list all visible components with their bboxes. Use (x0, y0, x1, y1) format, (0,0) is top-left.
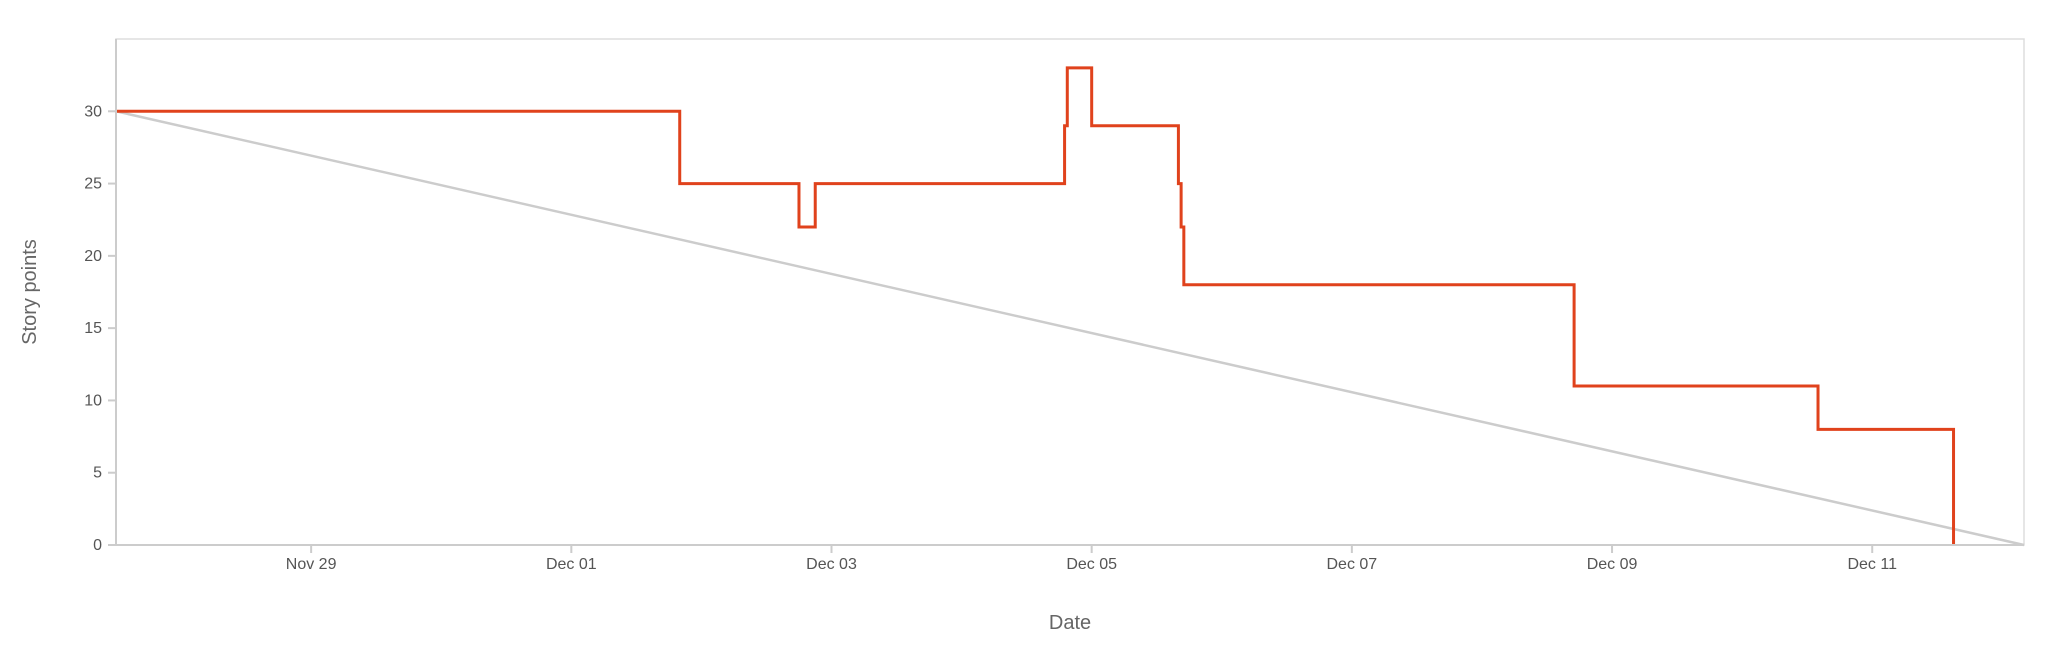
y-tick-label: 10 (84, 392, 102, 409)
y-axis-title: Story points (19, 239, 41, 345)
x-axis-title: Date (1049, 612, 1091, 634)
x-tick-label: Dec 11 (1847, 556, 1897, 573)
x-axis-ticks: Nov 29 Dec 01 Dec 03 Dec 05 Dec 07 Dec 09 Dec … (286, 545, 1897, 573)
x-tick-label: Dec 07 (1327, 556, 1378, 573)
x-tick-label: Dec 09 (1587, 556, 1638, 573)
x-tick-label: Dec 01 (546, 556, 597, 573)
y-tick-label: 20 (84, 248, 102, 265)
y-tick-label: 0 (93, 537, 102, 554)
ideal-line-layer (115, 110, 2025, 547)
plot-frame (115, 38, 2025, 546)
actual-line-layer (116, 66, 1956, 545)
x-tick-label: Dec 05 (1066, 556, 1117, 573)
y-tick-label: 25 (84, 176, 102, 193)
x-tick-label: Dec 03 (806, 556, 857, 573)
x-tick-label: Nov 29 (286, 556, 337, 573)
y-axis-ticks: 0 5 10 15 20 25 30 (84, 103, 116, 554)
y-tick-label: 30 (84, 103, 102, 120)
y-tick-label: 5 (93, 465, 102, 482)
ideal-burndown-line (115, 110, 2025, 547)
y-tick-label: 15 (84, 320, 102, 337)
actual-burndown-line (116, 66, 1956, 545)
